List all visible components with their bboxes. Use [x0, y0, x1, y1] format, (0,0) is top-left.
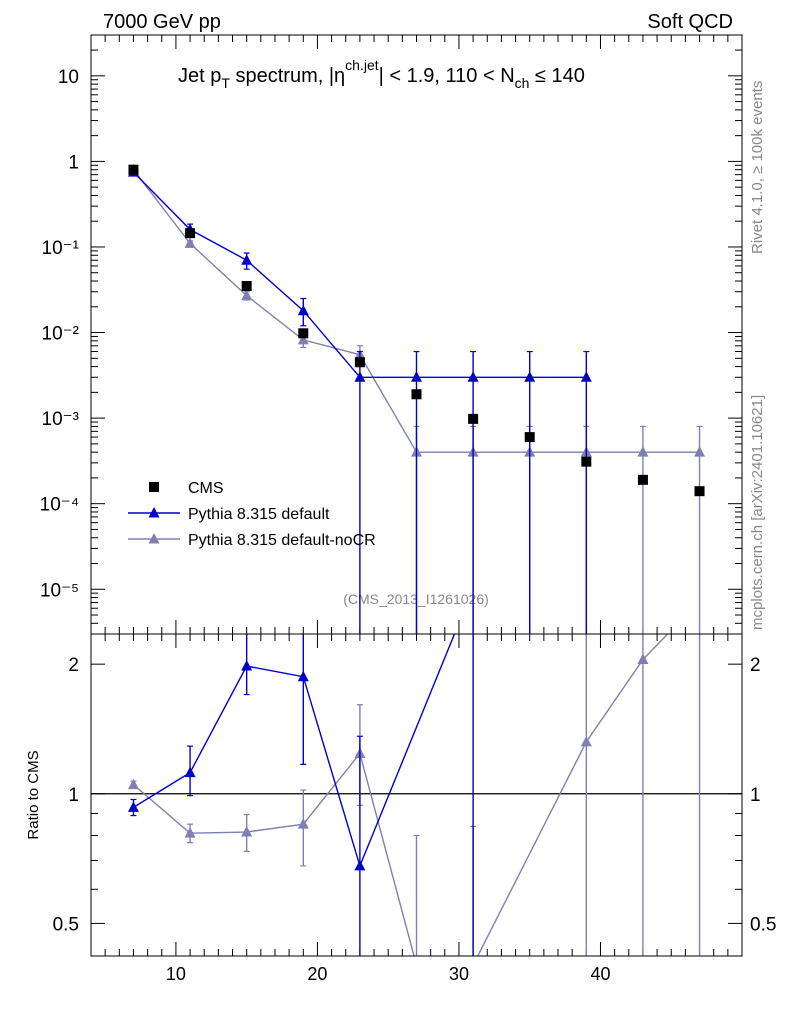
legend-marker-cms — [149, 482, 159, 492]
x-tick-label: 40 — [590, 964, 610, 984]
ratio-default-point — [354, 859, 366, 871]
x-tick-label: 10 — [166, 964, 186, 984]
ratio-nocr-point — [297, 818, 309, 829]
ratio-y-tick-label: 1 — [68, 785, 79, 806]
ratio-nocr-point — [411, 959, 422, 970]
nocr-point — [297, 333, 309, 345]
ratio-nocr-point — [184, 827, 196, 838]
cms-point — [637, 474, 648, 485]
y-tick-label: 10⁻¹ — [42, 238, 80, 259]
cms-point — [298, 328, 309, 339]
plot-title: Jet pT spectrum, |ηch.jet| < 1.9, 110 < … — [178, 57, 585, 91]
legend-label: Pythia 8.315 default — [188, 506, 330, 523]
ratio-nocr-point — [241, 826, 253, 837]
y-tick-label: 10⁻³ — [42, 409, 80, 430]
default-point — [354, 371, 366, 382]
ratio-nocr-point — [127, 778, 139, 790]
ratio-default-line — [133, 634, 456, 868]
cms-point — [241, 280, 252, 291]
side-label-mcplots: mcplots.cern.ch [arXiv:2401.10621] — [749, 395, 766, 630]
nocr-point — [637, 446, 649, 457]
cms-point — [128, 164, 139, 175]
ratio-plot-frame — [90, 633, 743, 957]
nocr-point — [241, 289, 253, 301]
ratio-nocr-point — [580, 735, 592, 747]
cms-point — [468, 413, 479, 424]
y-tick-label: 10⁻⁴ — [40, 495, 79, 516]
cms-point — [581, 456, 592, 467]
ratio-default-point — [127, 801, 139, 812]
ratio-y-label: Ratio to CMS — [25, 750, 42, 839]
y-tick-label: 10⁻⁵ — [40, 580, 79, 601]
y-tick-label: 10 — [58, 67, 79, 88]
ratio-y-tick-label: 2 — [68, 655, 79, 676]
nocr-point — [694, 446, 706, 457]
default-point — [467, 371, 479, 382]
ratio-nocr-point — [637, 653, 649, 665]
default-point — [580, 371, 592, 382]
y-tick-label: 10⁻² — [42, 324, 80, 345]
header-left: 7000 GeV pp — [103, 11, 221, 33]
default-point — [241, 254, 253, 265]
cms-point — [185, 228, 196, 239]
ratio-default-point — [184, 766, 196, 778]
ratio-nocr-point — [468, 959, 479, 970]
legend-marker — [148, 533, 160, 544]
header-right: Soft QCD — [647, 11, 733, 33]
legend-marker — [148, 507, 160, 518]
ratio-nocr-line — [133, 634, 669, 956]
ratio-y-tick-label-right: 1 — [750, 785, 761, 806]
y-tick-label: 1 — [68, 152, 79, 173]
x-tick-label: 20 — [307, 964, 327, 984]
ratio-y-tick-label-right: 0.5 — [750, 914, 776, 935]
x-tick-label: 30 — [449, 964, 469, 984]
cms-point — [694, 486, 705, 497]
cms-point — [411, 389, 422, 400]
cms-point — [524, 432, 535, 443]
nocr-point — [184, 237, 196, 248]
ratio-y-tick-label-right: 2 — [750, 655, 761, 676]
ratio-default-point — [241, 660, 253, 671]
cms-point — [354, 357, 365, 368]
side-label-rivet: Rivet 4.1.0, ≥ 100k events — [749, 81, 766, 254]
legend-label: Pythia 8.315 default-noCR — [188, 532, 376, 549]
default-point — [411, 371, 422, 382]
default-point — [297, 304, 309, 316]
ratio-default-point — [297, 670, 309, 682]
ratio-y-tick-label: 0.5 — [53, 914, 79, 935]
default-point — [524, 371, 536, 382]
legend-label: CMS — [188, 480, 224, 497]
